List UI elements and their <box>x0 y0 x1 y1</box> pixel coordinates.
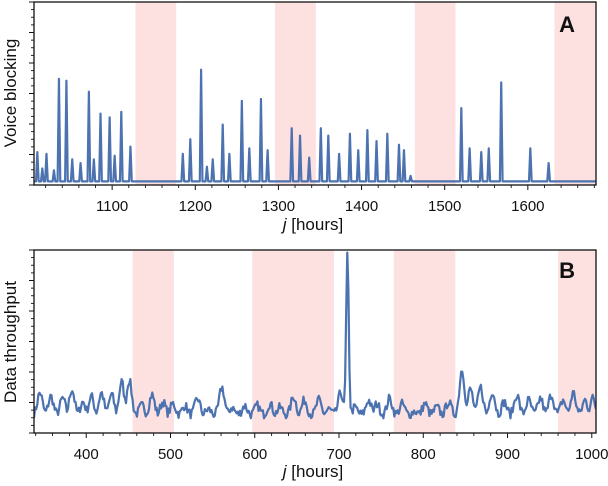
panel-b-letter: B <box>559 258 575 283</box>
shaded-region <box>132 250 174 433</box>
series-line <box>34 251 596 420</box>
panel-b: 400 500 600 700 800 900 1000 B Data throughput… <box>1 249 608 481</box>
panel-a-plot-area: 1100 1200 1300 1400 1500 1600 <box>29 1 597 215</box>
x-tick-label: 1500 <box>428 198 461 215</box>
panel-a-ylabel: Voice blocking <box>1 39 20 148</box>
x-tick-label: 900 <box>495 446 520 463</box>
x-tick-label: 600 <box>242 446 267 463</box>
panel-b-xlabel-var: j <box>281 462 288 481</box>
x-tick-label: 700 <box>326 446 351 463</box>
panel-b-ylabel: Data throughput <box>1 281 20 403</box>
panel-b-xlabel-unit: [hours] <box>287 462 344 481</box>
x-tick-label: 1600 <box>511 198 544 215</box>
series-line <box>34 68 596 183</box>
panel-a: 1100 1200 1300 1400 1500 1600 A Voice blockin… <box>1 1 597 234</box>
panel-a-xlabel-var: j <box>281 215 288 234</box>
x-tick-label: 800 <box>411 446 436 463</box>
x-tick-label: 500 <box>158 446 183 463</box>
panel-b-plot-area: 400 500 600 700 800 900 1000 <box>29 249 608 463</box>
x-tick-label: 1200 <box>179 198 212 215</box>
x-tick-label: 1000 <box>575 446 608 463</box>
x-tick-label: 400 <box>74 446 99 463</box>
panel-a-xlabel-unit: [hours] <box>287 215 344 234</box>
shaded-region <box>414 2 456 185</box>
x-tick-label: 1100 <box>96 198 128 215</box>
x-tick-label: 1300 <box>262 198 295 215</box>
panel-b-xlabel: j [hours] <box>281 462 343 481</box>
x-tick-label: 1400 <box>345 198 378 215</box>
shaded-region <box>275 2 316 185</box>
shaded-region <box>554 2 596 185</box>
shaded-region <box>135 2 177 185</box>
panel-a-letter: A <box>559 12 575 37</box>
panel-a-xlabel: j [hours] <box>281 215 343 234</box>
